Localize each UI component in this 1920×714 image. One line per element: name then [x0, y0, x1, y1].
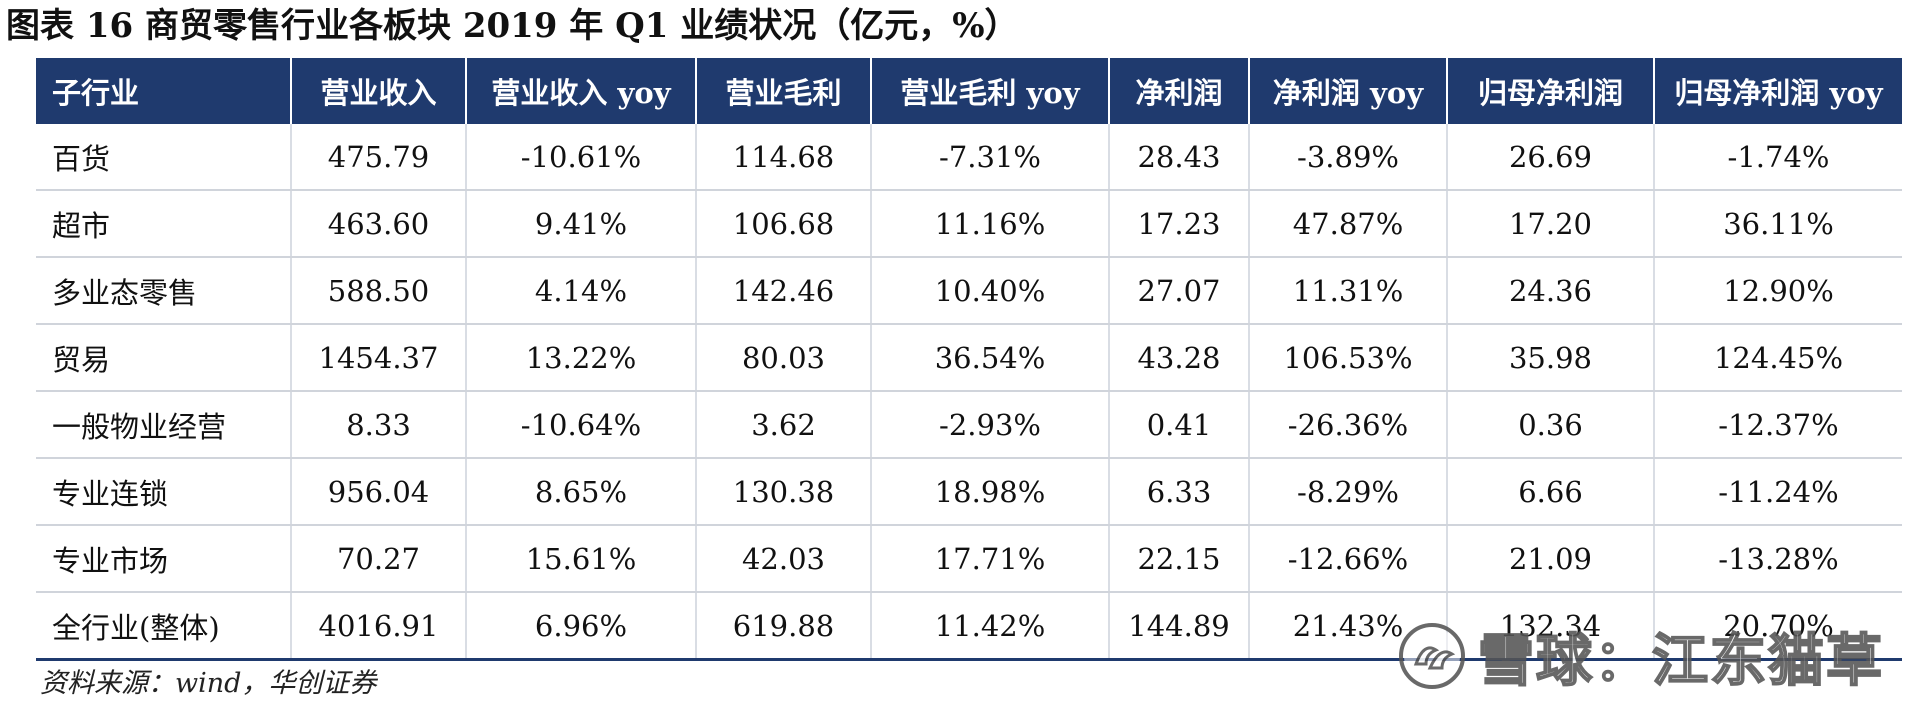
header-gross-profit: 营业毛利 [696, 58, 872, 124]
table-header-row: 子行业 营业收入 营业收入 yoy 营业毛利 营业毛利 yoy 净利润 净利润 … [36, 58, 1902, 124]
table-cell: -8.29% [1249, 458, 1448, 526]
table-cell: 21.09 [1447, 525, 1655, 593]
table-cell: 36.11% [1654, 190, 1902, 258]
table-container: 子行业 营业收入 营业收入 yoy 营业毛利 营业毛利 yoy 净利润 净利润 … [36, 58, 1902, 661]
table-cell: 70.27 [291, 525, 467, 593]
row-label-cell: 贸易 [36, 324, 292, 392]
table-cell: 17.20 [1447, 190, 1655, 258]
table-cell: -1.74% [1654, 124, 1902, 191]
table-cell: -12.66% [1249, 525, 1448, 593]
table-cell: 80.03 [696, 324, 872, 392]
table-cell: 588.50 [291, 257, 467, 325]
table-cell: 26.69 [1447, 124, 1655, 191]
table-cell: 6.33 [1109, 458, 1250, 526]
header-revenue: 营业收入 [291, 58, 467, 124]
table-cell: 1454.37 [291, 324, 467, 392]
table-cell: 106.53% [1249, 324, 1448, 392]
performance-table: 子行业 营业收入 营业收入 yoy 营业毛利 营业毛利 yoy 净利润 净利润 … [36, 58, 1902, 661]
table-body: 百货 475.79 -10.61% 114.68 -7.31% 28.43 -3.89% 26… [36, 124, 1902, 661]
table-cell: -7.31% [871, 124, 1110, 191]
table-cell: 27.07 [1109, 257, 1250, 325]
table-cell: 10.40% [871, 257, 1110, 325]
row-label-cell: 全行业(整体) [36, 592, 292, 661]
table-cell: 142.46 [696, 257, 872, 325]
table-row: 百货 475.79 -10.61% 114.68 -7.31% 28.43 -3.89% 26… [36, 124, 1902, 191]
table-cell: 4.14% [466, 257, 697, 325]
table-cell: 13.22% [466, 324, 697, 392]
table-cell: 8.65% [466, 458, 697, 526]
header-parent-net-profit-yoy: 归母净利润 yoy [1654, 58, 1902, 124]
table-cell: 20.70% [1654, 592, 1902, 661]
table-row: 一般物业经营 8.33 -10.64% 3.62 -2.93% 0.41 -26.36% 0.… [36, 391, 1902, 459]
table-cell: 11.16% [871, 190, 1110, 258]
header-sub-industry: 子行业 [36, 58, 292, 124]
table-cell: 12.90% [1654, 257, 1902, 325]
table-cell: 24.36 [1447, 257, 1655, 325]
table-cell: 463.60 [291, 190, 467, 258]
table-cell: 114.68 [696, 124, 872, 191]
table-cell: 4016.91 [291, 592, 467, 661]
header-gross-profit-yoy: 营业毛利 yoy [871, 58, 1110, 124]
table-row: 专业连锁 956.04 8.65% 130.38 18.98% 6.33 -8.29% 6.6… [36, 458, 1902, 526]
watermark-text: 雪球：江东猫草 [1477, 628, 1884, 695]
snowball-logo-icon [1399, 623, 1465, 689]
watermark: 雪球：江东猫草 [1396, 620, 1884, 695]
table-row: 超市 463.60 9.41% 106.68 11.16% 17.23 47.87% 17.2… [36, 190, 1902, 258]
header-net-profit: 净利润 [1109, 58, 1250, 124]
table-cell: 36.54% [871, 324, 1110, 392]
table-cell: -12.37% [1654, 391, 1902, 459]
table-cell: 18.98% [871, 458, 1110, 526]
table-row: 贸易 1454.37 13.22% 80.03 36.54% 43.28 106.53% 35… [36, 324, 1902, 392]
table-row: 全行业(整体) 4016.91 6.96% 619.88 11.42% 144.89 21.… [36, 592, 1902, 661]
table-cell: -10.64% [466, 391, 697, 459]
table-cell: 17.23 [1109, 190, 1250, 258]
table-cell: 475.79 [291, 124, 467, 191]
table-cell: 43.28 [1109, 324, 1250, 392]
table-cell: -10.61% [466, 124, 697, 191]
row-label-cell: 专业连锁 [36, 458, 292, 526]
header-net-profit-yoy: 净利润 yoy [1249, 58, 1448, 124]
table-cell: 11.31% [1249, 257, 1448, 325]
table-cell: -13.28% [1654, 525, 1902, 593]
table-cell: 42.03 [696, 525, 872, 593]
row-label-cell: 超市 [36, 190, 292, 258]
table-cell: 132.34 [1447, 592, 1655, 661]
table-cell: 6.96% [466, 592, 697, 661]
table-cell: 47.87% [1249, 190, 1448, 258]
table-cell: 9.41% [466, 190, 697, 258]
table-cell: 956.04 [291, 458, 467, 526]
table-cell: -11.24% [1654, 458, 1902, 526]
table-cell: 106.68 [696, 190, 872, 258]
table-cell: 130.38 [696, 458, 872, 526]
row-label-cell: 多业态零售 [36, 257, 292, 325]
row-label-cell: 专业市场 [36, 525, 292, 593]
row-label-cell: 一般物业经营 [36, 391, 292, 459]
table-cell: 17.71% [871, 525, 1110, 593]
figure-title: 图表 16 商贸零售行业各板块 2019 年 Q1 业绩状况（亿元，%） [6, 6, 1019, 46]
header-parent-net-profit: 归母净利润 [1447, 58, 1655, 124]
table-cell: 3.62 [696, 391, 872, 459]
row-label-cell: 百货 [36, 124, 292, 191]
table-row: 专业市场 70.27 15.61% 42.03 17.71% 22.15 -12.66% 21… [36, 525, 1902, 593]
table-cell: 15.61% [466, 525, 697, 593]
table-cell: 11.42% [871, 592, 1110, 661]
table-cell: 0.36 [1447, 391, 1655, 459]
table-cell: 124.45% [1654, 324, 1902, 392]
table-cell: -26.36% [1249, 391, 1448, 459]
table-cell: 35.98 [1447, 324, 1655, 392]
table-cell: 22.15 [1109, 525, 1250, 593]
source-note: 资料来源：wind，华创证券 [40, 668, 377, 699]
table-cell: 144.89 [1109, 592, 1250, 661]
table-cell: 28.43 [1109, 124, 1250, 191]
table-cell: 619.88 [696, 592, 872, 661]
table-cell: -2.93% [871, 391, 1110, 459]
table-cell: 0.41 [1109, 391, 1250, 459]
table-cell: 8.33 [291, 391, 467, 459]
table-cell: 6.66 [1447, 458, 1655, 526]
table-cell: -3.89% [1249, 124, 1448, 191]
table-row: 多业态零售 588.50 4.14% 142.46 10.40% 27.07 11.31% 2… [36, 257, 1902, 325]
header-revenue-yoy: 营业收入 yoy [466, 58, 697, 124]
